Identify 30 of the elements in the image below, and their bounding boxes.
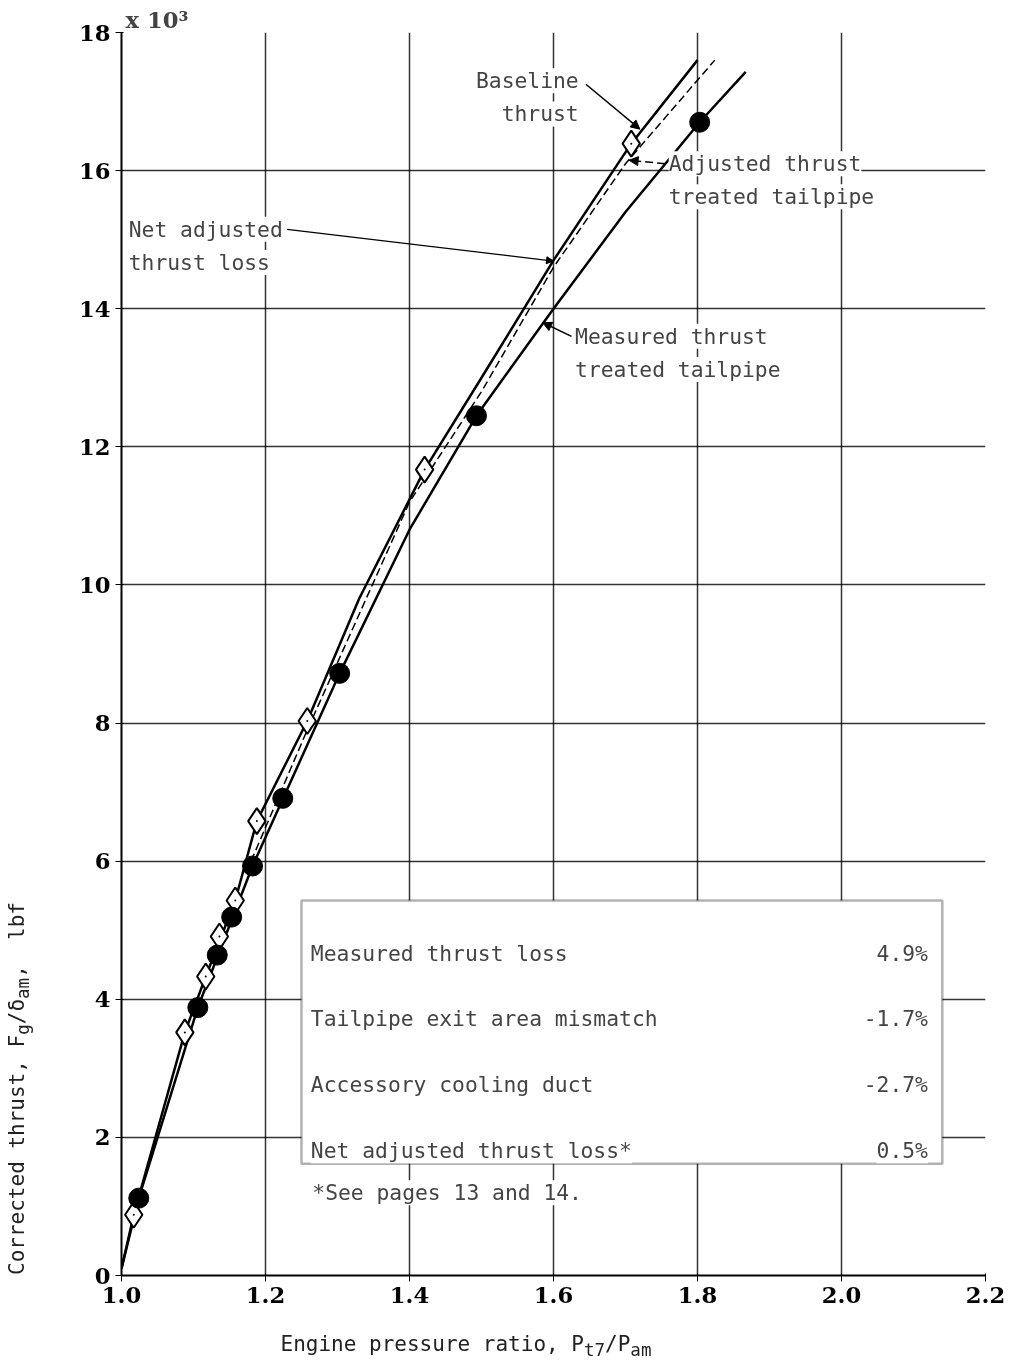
- annotation: Accessory cooling duct: [310, 1072, 594, 1098]
- annotation: Measured thrust loss: [310, 940, 568, 966]
- y-tick-label: 16: [78, 157, 111, 184]
- legend-label: Measured thrust treated tailpipe: [575, 323, 781, 382]
- annotation: 4.9%: [876, 940, 929, 966]
- y-tick-label: 4: [94, 986, 111, 1013]
- text: Baseline thrust: [475, 68, 579, 127]
- x-tick-label: 1.6: [533, 1281, 574, 1308]
- x-axis-title: Engine pressure ratio, P$_{t7}$/P$_{am}$: [280, 1331, 652, 1363]
- legend-label: Adjusted thrust treated tailpipe: [668, 151, 875, 210]
- y-tick-label: 14: [78, 295, 111, 322]
- annotation: -1.7%: [863, 1006, 929, 1032]
- y-tick-label: 6: [94, 848, 111, 875]
- y-tick-label: 8: [94, 710, 111, 737]
- y-tick-label: 18: [78, 19, 111, 46]
- x-tick-label: 2.2: [965, 1281, 1006, 1308]
- annotation: Net adjusted thrust loss*: [310, 1138, 632, 1164]
- x-tick-label: 2.0: [821, 1281, 862, 1308]
- y-tick-label: 10: [78, 571, 111, 598]
- annotation: -2.7%: [863, 1072, 929, 1098]
- y-tick-label: 2: [94, 1124, 111, 1151]
- annotation: Tailpipe exit area mismatch: [310, 1006, 658, 1032]
- y-tick-label: 12: [78, 433, 111, 460]
- annotation: Net adjusted thrust loss: [128, 216, 283, 275]
- x-tick-label: 1.4: [389, 1281, 430, 1308]
- x-tick-label: 1.2: [245, 1281, 286, 1308]
- x-tick-label: 1.8: [677, 1281, 718, 1308]
- annotation: 0.5%: [876, 1138, 929, 1164]
- annotation: *See pages 13 and 14.: [312, 1180, 582, 1206]
- annotation: x 10³: [125, 6, 189, 33]
